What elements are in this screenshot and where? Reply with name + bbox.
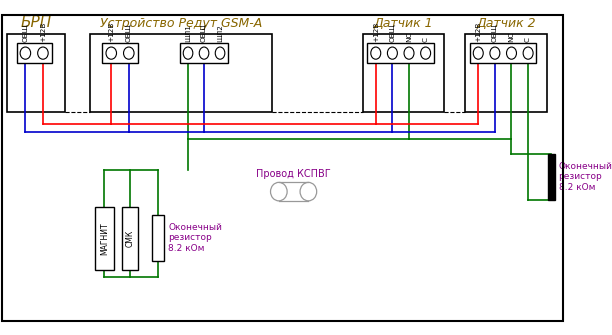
Text: ШЛ2: ШЛ2 [217,24,223,42]
Ellipse shape [106,47,116,59]
Ellipse shape [387,47,397,59]
Text: БРП: БРП [20,15,51,30]
Ellipse shape [507,47,517,59]
Text: NС: NС [406,31,412,42]
Ellipse shape [490,47,500,59]
Text: МАГНИТ: МАГНИТ [100,222,109,255]
Text: +12В: +12В [40,22,46,42]
Ellipse shape [200,47,209,59]
Bar [89,34,272,112]
Bar [122,207,138,270]
Text: Провод КСПВГ: Провод КСПВГ [256,169,331,179]
Ellipse shape [473,47,483,59]
Bar [152,215,165,261]
Bar [470,43,537,63]
Bar [548,154,555,200]
Text: Датчик 1: Датчик 1 [374,17,433,30]
Ellipse shape [183,47,193,59]
Ellipse shape [215,47,225,59]
Text: ОБЩ: ОБЩ [201,23,207,42]
Ellipse shape [38,47,48,59]
Text: Устройство Редут GSM-A: Устройство Редут GSM-A [100,17,262,30]
Text: +12В: +12В [476,22,481,42]
Bar [17,43,51,63]
Ellipse shape [404,47,414,59]
Bar [363,34,444,112]
Ellipse shape [124,47,134,59]
Text: СМК: СМК [125,230,135,247]
Text: С: С [525,37,531,42]
Ellipse shape [420,47,431,59]
Ellipse shape [371,47,381,59]
Bar [180,43,228,63]
Text: ОБЩ: ОБЩ [389,23,395,42]
Text: Датчик 2: Датчик 2 [476,17,536,30]
Ellipse shape [20,47,31,59]
Text: +12В: +12В [373,22,379,42]
Bar [102,43,138,63]
Bar [367,43,434,63]
Text: Оконечный
резистор
8.2 кОм: Оконечный резистор 8.2 кОм [168,223,222,253]
Text: NС: NС [509,31,515,42]
Text: ОБЩ: ОБЩ [125,23,132,42]
Text: Оконечный
резистор
8.2 кОм: Оконечный резистор 8.2 кОм [559,162,612,192]
Text: ОБЩ: ОБЩ [22,23,28,42]
Bar [465,34,547,112]
Bar [95,207,114,270]
Text: +12В: +12В [108,22,114,42]
Text: ШЛ1: ШЛ1 [185,24,191,42]
Ellipse shape [523,47,533,59]
Bar [7,34,65,112]
Text: ОБЩ: ОБЩ [492,23,498,42]
Text: С: С [423,37,428,42]
